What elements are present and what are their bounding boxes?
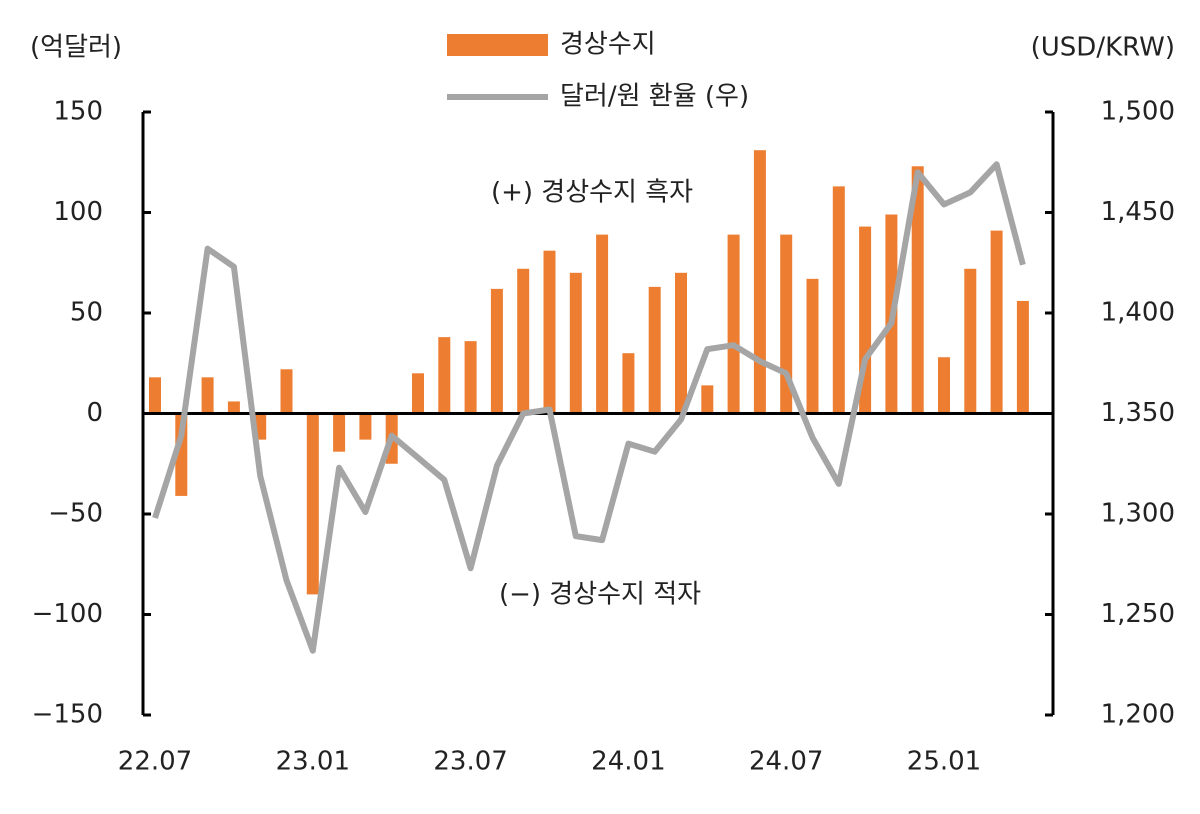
bar [990, 230, 1003, 414]
x-tick-label: 23.01 [276, 747, 350, 777]
bar [911, 166, 924, 414]
bar [490, 288, 503, 414]
bar [701, 385, 714, 414]
bar [464, 341, 477, 414]
bar [149, 377, 161, 414]
y2-tick-label: 1,200 [1101, 700, 1175, 730]
bar [412, 373, 424, 414]
y2-tick-label: 1,350 [1101, 398, 1175, 428]
y2-tick-label: 1,450 [1101, 197, 1175, 227]
bar [333, 413, 346, 452]
y-tick-label: −150 [32, 700, 103, 730]
bar [438, 337, 451, 414]
y-axis-label: (억달러) [30, 33, 122, 63]
x-tick-label: 23.07 [433, 747, 507, 777]
bar [569, 272, 582, 414]
x-tick-label: 25.01 [907, 747, 981, 777]
bar [201, 377, 214, 414]
y-tick-label: 150 [53, 97, 103, 127]
legend-label: 경상수지 [560, 30, 656, 60]
y2-tick-label: 1,300 [1101, 499, 1175, 529]
y2-tick-label: 1,250 [1101, 599, 1175, 629]
bar [753, 150, 766, 414]
legend-label: 달러/원 환율 (우) [560, 82, 749, 112]
y2-axis-label: (USD/KRW) [1031, 33, 1175, 63]
annotation: (+) 경상수지 흑자 [491, 178, 693, 208]
legend-swatch [447, 34, 548, 56]
y-tick-label: 100 [53, 197, 103, 227]
bar [675, 272, 687, 414]
bar [1016, 300, 1029, 414]
bar [227, 401, 240, 414]
bar [964, 268, 977, 414]
annotation: (−) 경상수지 적자 [499, 580, 701, 610]
bar [280, 369, 293, 414]
y2-tick-label: 1,500 [1101, 97, 1175, 127]
bar [543, 250, 556, 414]
y-tick-label: 0 [86, 398, 103, 428]
bar [648, 286, 661, 414]
bar [622, 353, 635, 414]
x-tick-label: 24.01 [591, 747, 665, 777]
line [152, 161, 1026, 654]
y-tick-label: 50 [70, 298, 103, 328]
bar [517, 268, 530, 414]
bar [938, 357, 950, 414]
bar [596, 234, 609, 414]
bar [806, 278, 819, 414]
y2-tick-label: 1,400 [1101, 298, 1175, 328]
bar [359, 413, 372, 440]
bar [727, 234, 740, 414]
bar [306, 413, 319, 595]
y-tick-label: −50 [48, 499, 103, 529]
y-tick-label: −100 [32, 599, 103, 629]
bar [832, 186, 845, 414]
x-tick-label: 22.07 [118, 747, 192, 777]
x-tick-label: 24.07 [749, 747, 823, 777]
